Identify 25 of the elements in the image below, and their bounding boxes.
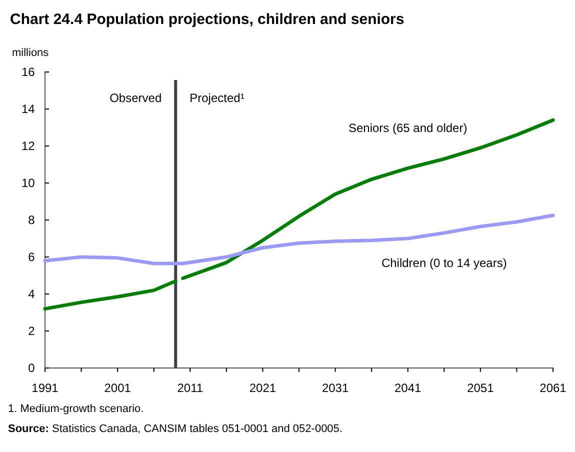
source-note: Source: Statistics Canada, CANSIM tables 051-0001 and 052-0005. <box>8 423 342 435</box>
y-tick-label: 6 <box>28 250 36 264</box>
y-tick-label: 2 <box>28 324 36 338</box>
chart-title: Chart 24.4 Population projections, children and seniors <box>10 11 404 28</box>
y-tick-label: 0 <box>28 360 36 375</box>
y-tick-label: 12 <box>21 138 36 153</box>
y-tick-label: 4 <box>28 286 36 301</box>
x-tick-label: 2011 <box>177 380 204 395</box>
y-tick-label: 10 <box>21 176 36 190</box>
y-tick-label: 16 <box>21 64 36 79</box>
y-tick-label: 14 <box>21 102 36 116</box>
y-axis-title: millions <box>12 47 50 59</box>
series-label: Children (0 to 14 years) <box>381 256 507 270</box>
series-label: Seniors (65 and older) <box>348 121 468 136</box>
annotation: Observed <box>110 91 162 105</box>
x-tick-label: 2001 <box>104 380 132 395</box>
x-tick-label: 2061 <box>540 380 567 395</box>
text: 1. Medium-growth scenario. <box>8 403 144 415</box>
annotation: Projected¹ <box>190 91 244 105</box>
x-tick-label: 2021 <box>249 380 276 395</box>
x-tick-label: 1991 <box>32 380 59 395</box>
y-tick-label: 8 <box>28 212 36 227</box>
x-tick-label: 2031 <box>322 380 349 395</box>
x-tick-label: 2041 <box>394 380 422 395</box>
x-tick-label: 2051 <box>467 380 494 395</box>
